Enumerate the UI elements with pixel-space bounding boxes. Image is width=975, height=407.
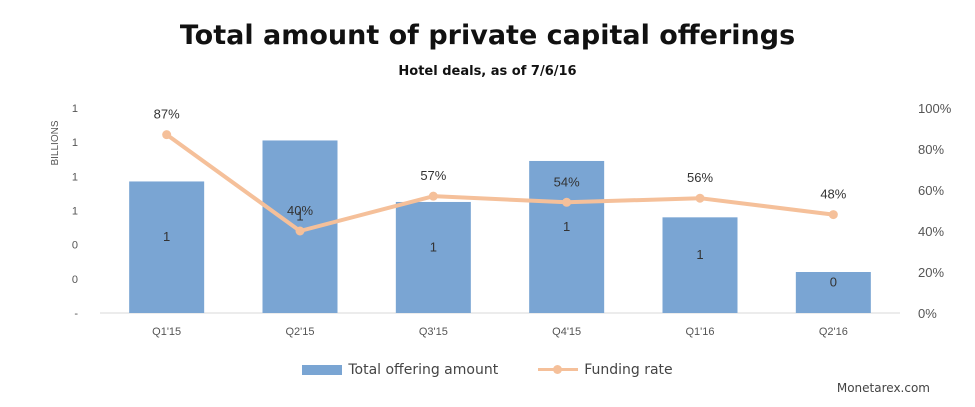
legend-bar-label: Total offering amount	[348, 362, 499, 378]
y-right-tick-label: 100%	[918, 101, 952, 116]
x-tick-label: Q4'15	[552, 326, 581, 338]
bar-data-label: 1	[563, 219, 570, 234]
y-right-tick-label: 0%	[918, 306, 937, 321]
y-right-tick-label: 80%	[918, 142, 944, 157]
x-tick-label: Q2'15	[285, 326, 314, 338]
line-data-label: 57%	[420, 168, 446, 183]
line-data-label: 87%	[154, 107, 180, 122]
y-left-tick-label: 0	[72, 274, 78, 286]
bar-data-label: 0	[830, 275, 837, 290]
legend-item-bars: Total offering amount	[302, 362, 498, 378]
funding-rate-point	[828, 210, 838, 220]
y-left-tick-label: 1	[72, 171, 78, 183]
y-left-tick-label: 1	[72, 137, 78, 149]
bar	[129, 181, 205, 313]
chart-title: Total amount of private capital offering…	[179, 20, 796, 51]
bar-data-label: 1	[430, 239, 437, 254]
chart-legend: Total offering amount Funding rate	[0, 362, 975, 378]
legend-line-label: Funding rate	[584, 362, 673, 378]
bar	[529, 160, 605, 313]
bar	[395, 201, 471, 313]
y-left-tick-label: 1	[72, 206, 78, 218]
y-right-tick-label: 60%	[918, 183, 944, 198]
funding-rate-point	[562, 197, 572, 207]
funding-rate-point	[428, 191, 438, 201]
bar	[795, 272, 871, 313]
line-data-label: 56%	[687, 170, 713, 185]
funding-rate-point	[162, 130, 172, 140]
legend-line-swatch	[538, 365, 579, 375]
x-tick-label: Q3'15	[419, 326, 448, 338]
y-left-tick-label: 1	[72, 103, 78, 115]
x-tick-label: Q1'15	[152, 326, 181, 338]
y-left-tick-label: -	[74, 308, 78, 320]
watermark: Monetarex.com	[836, 381, 930, 395]
legend-bar-swatch	[302, 365, 343, 375]
bar-data-label: 1	[696, 247, 703, 262]
x-tick-label: Q2'16	[819, 326, 848, 338]
x-tick-label: Q1'16	[685, 326, 714, 338]
y-left-tick-label: 0	[72, 240, 78, 252]
y-right-tick-label: 40%	[918, 224, 944, 239]
legend-item-line: Funding rate	[538, 362, 673, 378]
bar-data-label: 1	[163, 229, 170, 244]
funding-rate-line	[165, 133, 834, 233]
line-data-label: 40%	[287, 203, 313, 218]
y-axis-label: BILLIONS	[50, 120, 61, 165]
y-right-tick-label: 20%	[918, 265, 944, 280]
bar-data-label: 1	[296, 209, 303, 224]
chart-subtitle: Hotel deals, as of 7/6/16	[398, 64, 577, 79]
funding-rate-point	[695, 193, 705, 203]
line-data-label: 48%	[820, 187, 846, 202]
bar	[662, 217, 738, 313]
funding-rate-point	[295, 226, 305, 236]
line-data-label: 54%	[554, 174, 580, 189]
